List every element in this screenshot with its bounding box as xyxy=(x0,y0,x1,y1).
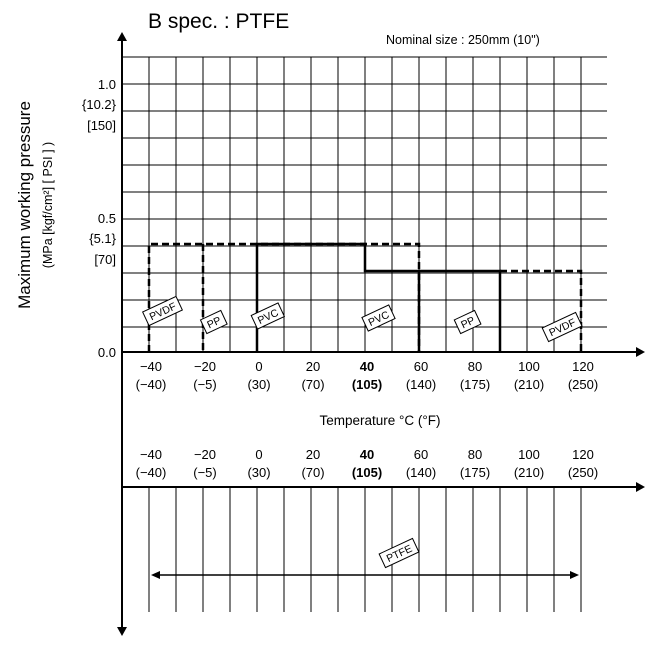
x-tick-label-f: (210) xyxy=(514,377,544,392)
ptfe-range-arrow-right xyxy=(570,571,579,579)
y-tick-label: 0.0 xyxy=(98,345,116,360)
x-tick-label-c: 120 xyxy=(572,359,594,374)
y-tick-label: 1.0 xyxy=(98,77,116,92)
series-tag-pp-box xyxy=(453,309,482,335)
x-tick-label-f: (−5) xyxy=(193,377,216,392)
x-tick-label-c: 0 xyxy=(255,359,262,374)
series-layer xyxy=(147,242,583,579)
x-tick-label-f: (70) xyxy=(301,377,324,392)
x-tick-label-f-bottom: (−5) xyxy=(193,465,216,480)
x-tick-label-c: 60 xyxy=(414,359,428,374)
x-tick-label-f: (250) xyxy=(568,377,598,392)
x-tick-label-c-bottom: 60 xyxy=(414,447,428,462)
series-tag-pp: PP xyxy=(199,309,228,335)
chart-title: B spec. : PTFE xyxy=(148,10,289,33)
y-tick-label: [70] xyxy=(94,252,116,267)
x-tick-label-c-bottom: −20 xyxy=(194,447,216,462)
x-axis-arrow-top xyxy=(636,347,645,357)
x-axis-arrow-bottom xyxy=(636,482,645,492)
series-tag-pp: PP xyxy=(453,309,482,335)
x-tick-label-f: (140) xyxy=(406,377,436,392)
y-tick-label: [150] xyxy=(87,118,116,133)
x-tick-label-c-bottom: −40 xyxy=(140,447,162,462)
x-tick-label-c: 40 xyxy=(360,359,374,374)
x-tick-label-c: 100 xyxy=(518,359,540,374)
x-tick-label-c-bottom: 20 xyxy=(306,447,320,462)
grid-layer xyxy=(121,56,607,612)
x-tick-label-c: 20 xyxy=(306,359,320,374)
series-tag-ptfe-box xyxy=(378,537,420,569)
series-pvc-line xyxy=(255,242,421,352)
x-tick-label-c-bottom: 80 xyxy=(468,447,482,462)
series-tag-pvdf-box xyxy=(141,295,184,327)
x-tick-label-f: (30) xyxy=(247,377,270,392)
x-tick-label-f-bottom: (175) xyxy=(460,465,490,480)
series-tag-pvc-box xyxy=(361,304,396,332)
x-tick-label-f-bottom: (140) xyxy=(406,465,436,480)
axes-layer xyxy=(117,32,645,636)
x-tick-label-f: (105) xyxy=(352,377,382,392)
series-tag-pp-box xyxy=(199,309,228,335)
y-axis-units: (MPa [kgf/cm²] [ PSI ] ) xyxy=(41,142,55,268)
y-axis-arrow-up xyxy=(117,32,127,41)
x-tick-label-f-bottom: (210) xyxy=(514,465,544,480)
y-tick-label: {5.1} xyxy=(89,231,116,246)
x-tick-label-f: (−40) xyxy=(136,377,167,392)
x-tick-label-c: −20 xyxy=(194,359,216,374)
ptfe-range-arrow-left xyxy=(151,571,160,579)
series-tag-pvdf-box xyxy=(541,311,583,343)
x-tick-label-c-bottom: 100 xyxy=(518,447,540,462)
x-tick-label-f: (175) xyxy=(460,377,490,392)
chart-subtitle: Nominal size : 250mm (10") xyxy=(386,33,540,47)
x-tick-label-c-bottom: 120 xyxy=(572,447,594,462)
y-tick-label: {10.2} xyxy=(82,97,117,112)
x-tick-label-f-bottom: (250) xyxy=(568,465,598,480)
y-tick-label: 0.5 xyxy=(98,211,116,226)
series-pvdf-line xyxy=(500,269,583,352)
series-pp-line xyxy=(419,269,502,352)
x-tick-label-f-bottom: (70) xyxy=(301,465,324,480)
x-tick-label-c: 80 xyxy=(468,359,482,374)
x-axis-title: Temperature °C (°F) xyxy=(319,413,440,428)
label-layer: B spec. : PTFE Nominal size : 250mm (10")… xyxy=(15,10,598,480)
x-tick-label-c-bottom: 40 xyxy=(360,447,374,462)
x-tick-label-c-bottom: 0 xyxy=(255,447,262,462)
series-tag-pvdf: PVDF xyxy=(541,311,583,343)
x-tick-label-c: −40 xyxy=(140,359,162,374)
x-tick-label-f-bottom: (105) xyxy=(352,465,382,480)
x-tick-label-f-bottom: (−40) xyxy=(136,465,167,480)
series-tag-pp-text: PP xyxy=(459,315,477,332)
series-tag-pvc-box xyxy=(250,302,286,330)
x-tick-label-f-bottom: (30) xyxy=(247,465,270,480)
series-tag-pp-text: PP xyxy=(205,315,223,332)
y-axis-title: Maximum working pressure xyxy=(15,101,34,309)
series-tag-ptfe: PTFE xyxy=(378,537,420,569)
y-axis-arrow-down xyxy=(117,627,127,636)
